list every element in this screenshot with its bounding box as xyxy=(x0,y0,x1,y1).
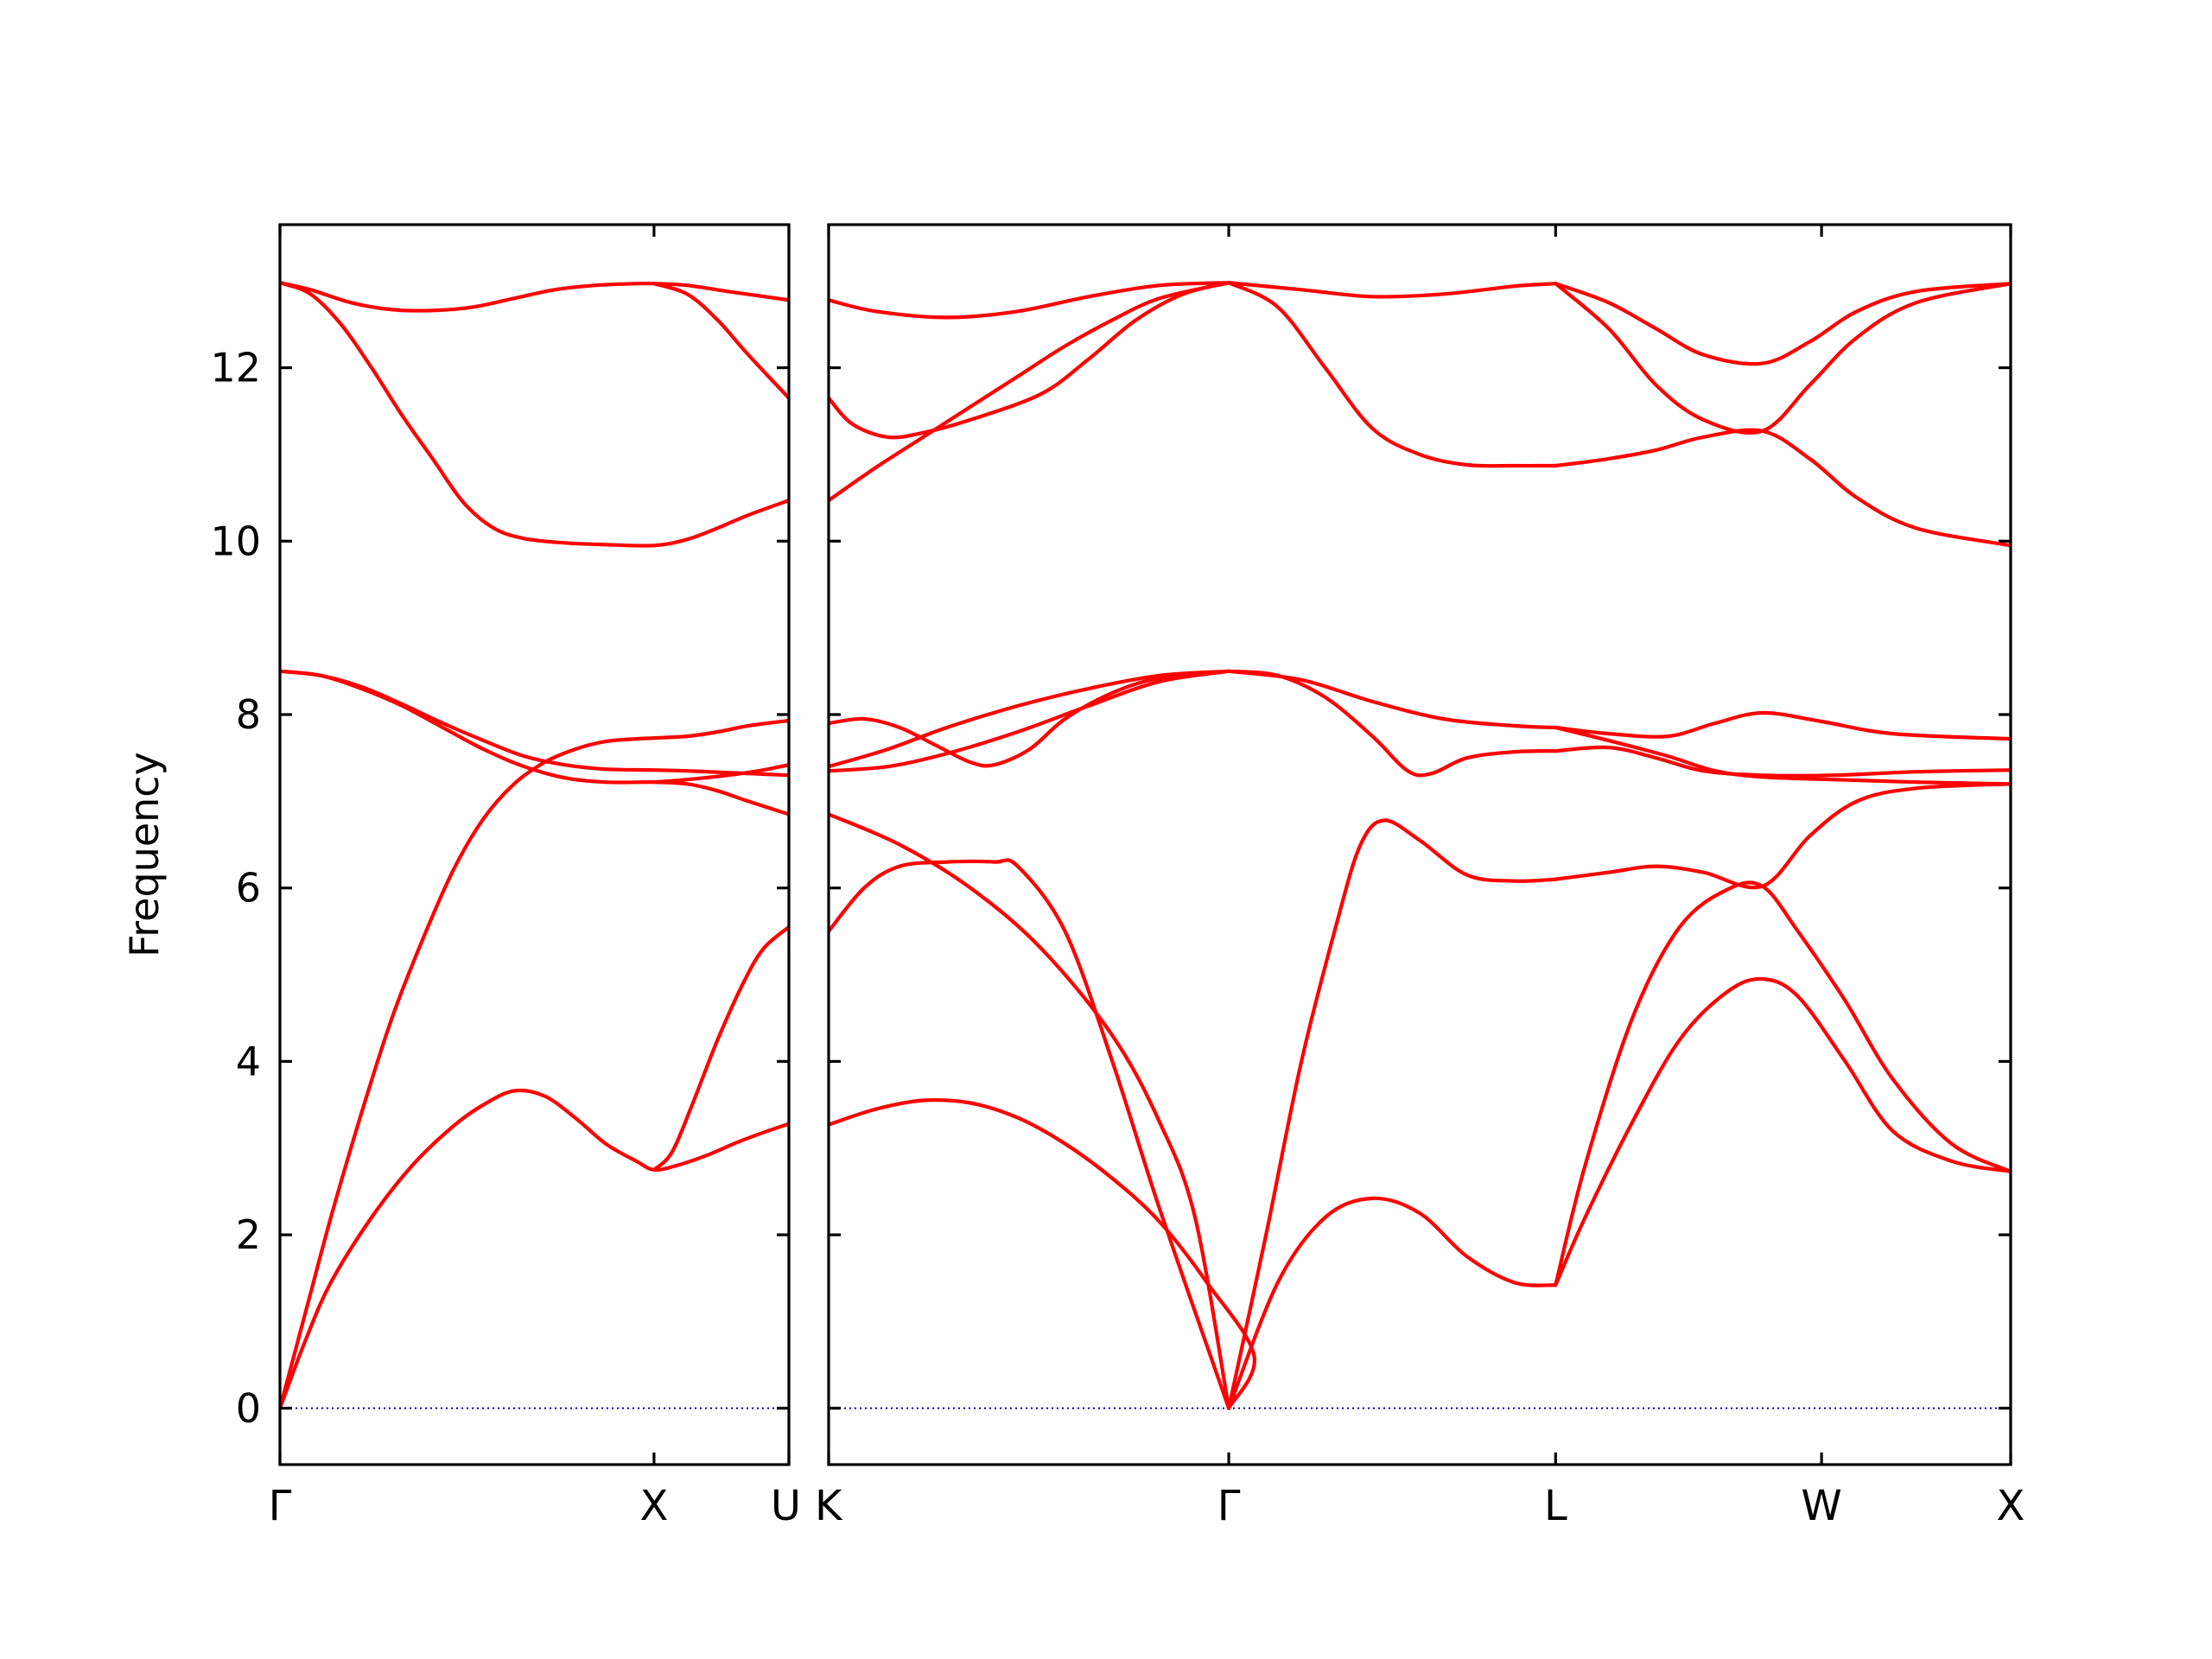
y-tick-label: 12 xyxy=(210,345,261,391)
band-line-right-20 xyxy=(1554,710,2011,741)
band-line-left-8 xyxy=(280,281,789,548)
bands-left xyxy=(280,281,789,1410)
y-tick-label: 10 xyxy=(210,518,261,564)
panel-left: 0 2 4 6 8 10 12 Γ X U xyxy=(210,223,801,1530)
x-tick-label: L xyxy=(1544,1482,1567,1530)
band-line-left-6 xyxy=(652,763,789,785)
band-line-right-5 xyxy=(829,669,1231,773)
panel-frame xyxy=(278,223,791,1466)
band-line-right-4 xyxy=(829,669,1231,769)
band-line-right-6 xyxy=(829,669,1231,768)
band-line-right-8 xyxy=(1227,818,1558,1410)
band-line-left-7 xyxy=(280,281,789,313)
band-line-left-1 xyxy=(280,1088,789,1410)
band-line-right-14 xyxy=(829,281,1231,503)
band-line-left-4 xyxy=(280,669,789,778)
y-tick-label: 6 xyxy=(236,865,261,912)
x-tick-label: W xyxy=(1801,1482,1841,1530)
plot-area: 0 2 4 6 8 10 12 Γ X U K Γ L W X xyxy=(210,223,2025,1530)
band-line-right-11 xyxy=(1227,281,1558,299)
band-line-right-17 xyxy=(1554,880,2011,1287)
band-line-left-3 xyxy=(280,669,789,817)
x-tick-label: K xyxy=(815,1482,843,1530)
band-line-right-12 xyxy=(1227,281,1558,468)
band-line-right-3 xyxy=(829,858,1231,1410)
band-line-right-19 xyxy=(1554,745,2011,778)
x-tick-label: X xyxy=(1997,1482,2025,1530)
y-tick-label: 0 xyxy=(236,1385,261,1432)
band-line-left-5 xyxy=(652,925,789,1172)
x-tick-label: Γ xyxy=(1217,1482,1241,1530)
band-line-left-2 xyxy=(280,718,789,1410)
y-axis-label: Frequency xyxy=(121,752,168,957)
x-tick-label: Γ xyxy=(269,1482,292,1530)
band-line-right-13 xyxy=(829,281,1231,320)
band-line-right-18 xyxy=(1554,782,2011,890)
band-line-right-7 xyxy=(1227,1196,1558,1410)
panel-frame xyxy=(827,223,2012,1466)
band-line-right-2 xyxy=(829,812,1231,1410)
y-tick-label: 8 xyxy=(236,691,261,738)
band-line-right-16 xyxy=(1554,976,2011,1287)
band-line-right-15 xyxy=(829,281,1231,440)
band-line-right-23 xyxy=(1554,428,2011,548)
y-tick-label: 4 xyxy=(236,1038,261,1084)
band-line-left-9 xyxy=(652,282,789,400)
band-line-right-10 xyxy=(1227,669,1558,730)
band-line-right-9 xyxy=(1227,669,1558,778)
y-tick-label: 2 xyxy=(236,1211,261,1258)
band-line-right-22 xyxy=(1554,282,2011,366)
band-line-right-24 xyxy=(1554,282,2011,435)
x-tick-label: X xyxy=(639,1482,668,1530)
x-tick-label: U xyxy=(771,1482,801,1530)
band-line-right-21 xyxy=(1554,725,2011,786)
band-line-right-1 xyxy=(829,1097,1256,1410)
bands-right xyxy=(829,281,2011,1410)
